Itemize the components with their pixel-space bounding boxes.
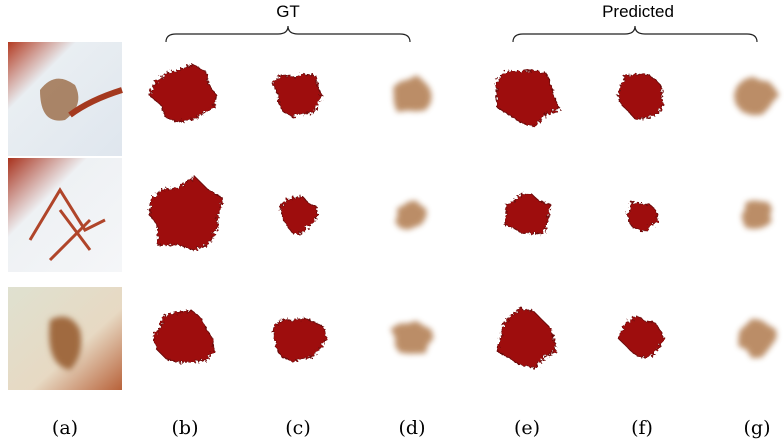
rendered-object bbox=[273, 318, 326, 361]
column-label: (b) bbox=[172, 417, 199, 439]
rendered-object bbox=[395, 201, 427, 230]
rendered-object bbox=[627, 202, 657, 231]
figure: GT Predicted (a) (b) (c) (d) (e) (f) (g) bbox=[0, 0, 784, 444]
column-label: (g) bbox=[744, 417, 771, 439]
column-label: (f) bbox=[631, 417, 653, 439]
input-images bbox=[8, 42, 122, 390]
group-bracket bbox=[166, 26, 410, 42]
rendered-object bbox=[618, 316, 664, 358]
column-label: (a) bbox=[52, 417, 78, 439]
rendered-object bbox=[738, 319, 776, 359]
column-label: (c) bbox=[285, 417, 310, 439]
rendered-object bbox=[504, 194, 551, 234]
rendered-object bbox=[393, 75, 431, 112]
renderings bbox=[149, 65, 779, 369]
rendered-object bbox=[153, 311, 215, 363]
rendered-object bbox=[150, 177, 223, 251]
rendered-object bbox=[734, 77, 779, 116]
rendered-object bbox=[273, 74, 322, 116]
column-labels: (a) (b) (c) (d) (e) (f) (g) bbox=[52, 417, 771, 439]
group-label: GT bbox=[276, 2, 300, 21]
rendered-object bbox=[618, 74, 663, 119]
rendered-object bbox=[497, 308, 556, 368]
group-label: Predicted bbox=[602, 2, 674, 21]
rendered-object bbox=[496, 70, 560, 126]
rendered-object bbox=[280, 197, 317, 234]
rendered-object bbox=[742, 200, 772, 229]
group-bracket bbox=[513, 26, 757, 42]
column-label: (e) bbox=[514, 417, 540, 439]
column-label: (d) bbox=[399, 417, 426, 439]
rendered-object bbox=[391, 321, 434, 354]
rendered-object bbox=[149, 65, 216, 123]
